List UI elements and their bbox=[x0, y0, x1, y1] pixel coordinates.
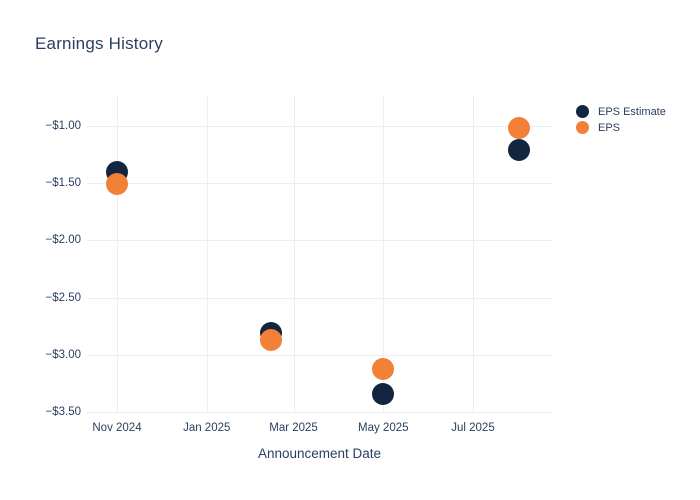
gridline-horizontal bbox=[87, 240, 552, 242]
legend-item-eps-estimate[interactable]: EPS Estimate bbox=[576, 104, 666, 119]
x-axis-title: Announcement Date bbox=[257, 446, 382, 461]
data-point-eps[interactable] bbox=[507, 117, 530, 140]
y-tick-label: −$1.00 bbox=[45, 120, 82, 132]
data-point-eps-estimate[interactable] bbox=[372, 382, 395, 405]
gridline-horizontal bbox=[87, 183, 552, 185]
gridline-vertical bbox=[206, 95, 208, 413]
data-point-eps-estimate[interactable] bbox=[507, 139, 530, 162]
legend-item-eps[interactable]: EPS bbox=[576, 120, 666, 135]
x-tick-label: Jul 2025 bbox=[451, 422, 495, 434]
x-tick-label: May 2025 bbox=[358, 422, 409, 434]
y-tick-label: −$3.00 bbox=[45, 348, 82, 361]
x-tick-label: Nov 2024 bbox=[92, 422, 142, 434]
y-tick-label: −$1.50 bbox=[45, 177, 82, 190]
gridline-horizontal bbox=[87, 126, 552, 127]
legend: EPS Estimate EPS bbox=[576, 104, 666, 136]
gridline-vertical bbox=[383, 95, 385, 413]
y-tick-label: −$3.50 bbox=[45, 406, 82, 418]
gridline-horizontal bbox=[87, 412, 552, 413]
data-point-eps[interactable] bbox=[106, 173, 128, 196]
legend-marker-icon bbox=[576, 121, 589, 134]
gridline-horizontal bbox=[87, 297, 552, 299]
y-tick-label: −$2.50 bbox=[45, 291, 82, 304]
x-tick-label: Mar 2025 bbox=[269, 422, 318, 434]
legend-item-label: EPS bbox=[598, 121, 621, 134]
data-point-eps[interactable] bbox=[372, 357, 395, 380]
x-tick-label: Jan 2025 bbox=[183, 422, 231, 434]
data-point-eps[interactable] bbox=[260, 328, 283, 351]
gridline-vertical bbox=[473, 95, 474, 413]
y-tick-label: −$2.00 bbox=[45, 234, 82, 247]
legend-item-label: EPS Estimate bbox=[598, 105, 666, 118]
gridline-vertical bbox=[117, 95, 118, 413]
legend-marker-icon bbox=[576, 105, 589, 118]
gridline-horizontal bbox=[87, 354, 552, 356]
plot-area bbox=[87, 95, 552, 413]
gridline-vertical bbox=[293, 95, 295, 413]
chart-title: Earnings History bbox=[35, 34, 163, 53]
